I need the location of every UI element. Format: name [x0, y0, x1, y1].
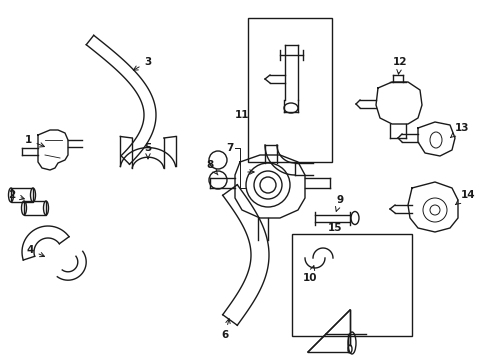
Text: 1: 1 — [24, 135, 45, 147]
Text: 15: 15 — [328, 223, 342, 233]
Text: 6: 6 — [221, 319, 230, 340]
Bar — [248, 18, 332, 162]
Text: 14: 14 — [456, 190, 475, 204]
Text: 3: 3 — [133, 57, 151, 70]
Text: 11: 11 — [235, 110, 249, 120]
Text: 10: 10 — [303, 266, 317, 283]
Text: 4: 4 — [26, 245, 45, 257]
Text: 7: 7 — [226, 143, 234, 153]
Text: 9: 9 — [336, 195, 343, 211]
Text: 2: 2 — [8, 190, 24, 200]
Text: 13: 13 — [450, 123, 469, 138]
Bar — [292, 234, 412, 336]
Bar — [11, 188, 33, 202]
Text: 12: 12 — [393, 57, 407, 74]
Text: 5: 5 — [145, 143, 151, 159]
Text: 8: 8 — [206, 160, 218, 175]
Bar — [24, 201, 46, 215]
